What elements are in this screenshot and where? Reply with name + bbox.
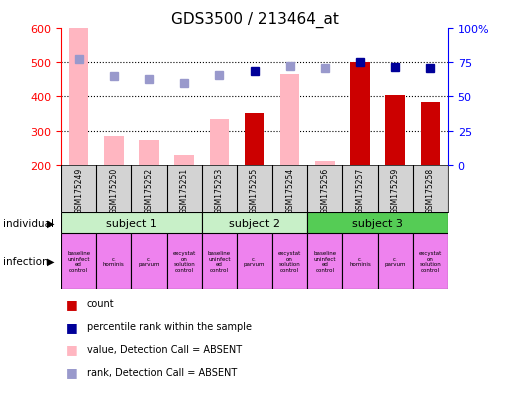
Text: GSM175255: GSM175255 bbox=[250, 168, 259, 214]
Bar bbox=[350, 63, 370, 165]
Text: baseline
uninfect
ed
control: baseline uninfect ed control bbox=[313, 250, 336, 273]
Text: infection: infection bbox=[3, 256, 48, 266]
Bar bbox=[413, 234, 448, 289]
Text: count: count bbox=[87, 299, 114, 309]
Text: rank, Detection Call = ABSENT: rank, Detection Call = ABSENT bbox=[87, 367, 237, 377]
Bar bbox=[307, 234, 343, 289]
Text: baseline
uninfect
ed
control: baseline uninfect ed control bbox=[67, 250, 90, 273]
Bar bbox=[245, 114, 264, 165]
Bar bbox=[272, 234, 307, 289]
Text: ▶: ▶ bbox=[47, 218, 54, 228]
Text: excystat
on
solution
control: excystat on solution control bbox=[419, 250, 442, 273]
Bar bbox=[237, 234, 272, 289]
Bar bbox=[175, 156, 194, 165]
Text: GSM175250: GSM175250 bbox=[109, 168, 118, 214]
Text: c.
hominis: c. hominis bbox=[103, 256, 125, 267]
Text: individual: individual bbox=[3, 218, 53, 228]
Text: GSM175251: GSM175251 bbox=[180, 168, 189, 214]
Bar bbox=[385, 95, 405, 165]
Text: percentile rank within the sample: percentile rank within the sample bbox=[87, 321, 251, 331]
Text: GSM175259: GSM175259 bbox=[391, 168, 400, 214]
Text: ■: ■ bbox=[66, 342, 78, 356]
Bar bbox=[210, 119, 229, 165]
Bar bbox=[315, 162, 334, 165]
Text: GSM175256: GSM175256 bbox=[320, 168, 329, 214]
Bar bbox=[104, 136, 124, 165]
Text: GSM175258: GSM175258 bbox=[426, 168, 435, 214]
Text: GSM175249: GSM175249 bbox=[74, 168, 83, 214]
Text: subject 2: subject 2 bbox=[229, 218, 280, 228]
Bar bbox=[280, 75, 299, 165]
Text: ▶: ▶ bbox=[47, 256, 54, 266]
Bar bbox=[139, 141, 159, 165]
Text: GSM175257: GSM175257 bbox=[355, 168, 364, 214]
Bar bbox=[202, 212, 307, 234]
Text: subject 3: subject 3 bbox=[352, 218, 403, 228]
Bar bbox=[61, 212, 202, 234]
Text: excystat
on
solution
control: excystat on solution control bbox=[173, 250, 196, 273]
Bar bbox=[378, 234, 413, 289]
Text: baseline
uninfect
ed
control: baseline uninfect ed control bbox=[208, 250, 231, 273]
Text: c.
parvum: c. parvum bbox=[138, 256, 160, 267]
Text: value, Detection Call = ABSENT: value, Detection Call = ABSENT bbox=[87, 344, 242, 354]
Text: subject 1: subject 1 bbox=[106, 218, 157, 228]
Bar bbox=[96, 234, 131, 289]
Text: GSM175252: GSM175252 bbox=[145, 168, 154, 214]
Text: excystat
on
solution
control: excystat on solution control bbox=[278, 250, 301, 273]
Text: ■: ■ bbox=[66, 320, 78, 333]
Bar bbox=[202, 234, 237, 289]
Text: ■: ■ bbox=[66, 365, 78, 378]
Bar bbox=[69, 29, 89, 165]
Bar bbox=[131, 234, 166, 289]
Text: GSM175254: GSM175254 bbox=[285, 168, 294, 214]
Text: ■: ■ bbox=[66, 297, 78, 310]
Bar bbox=[307, 212, 448, 234]
Bar bbox=[166, 234, 202, 289]
Text: GSM175253: GSM175253 bbox=[215, 168, 224, 214]
Bar bbox=[61, 234, 96, 289]
Bar bbox=[343, 234, 378, 289]
Bar bbox=[420, 102, 440, 165]
Text: c.
parvum: c. parvum bbox=[384, 256, 406, 267]
Title: GDS3500 / 213464_at: GDS3500 / 213464_at bbox=[171, 12, 338, 28]
Text: c.
hominis: c. hominis bbox=[349, 256, 371, 267]
Text: c.
parvum: c. parvum bbox=[244, 256, 265, 267]
